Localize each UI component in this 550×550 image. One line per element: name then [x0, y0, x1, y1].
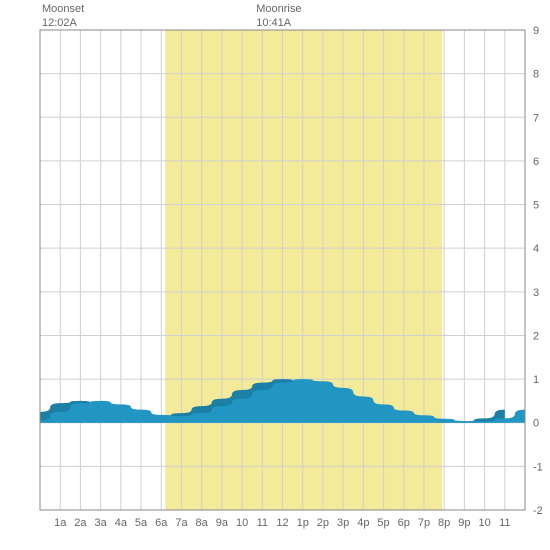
- x-tick-label: 11: [257, 517, 268, 529]
- x-tick-label: 4p: [357, 517, 369, 529]
- x-tick-label: 9a: [216, 517, 229, 529]
- moonrise-title: Moonrise: [256, 2, 301, 16]
- y-tick-label: 8: [533, 69, 539, 81]
- x-tick-label: 3p: [337, 517, 349, 529]
- y-tick-label: 4: [533, 243, 539, 255]
- x-tick-label: 11: [499, 517, 510, 529]
- chart-svg: -2-101234567891a2a3a4a5a6a7a8a9a1011121p…: [0, 0, 550, 550]
- y-tick-label: 1: [533, 374, 539, 386]
- x-tick-label: 3a: [95, 517, 108, 529]
- x-tick-label: 9p: [458, 517, 470, 529]
- moonrise-time: 10:41A: [256, 16, 301, 30]
- x-tick-label: 5a: [135, 517, 148, 529]
- x-tick-label: 7p: [418, 517, 430, 529]
- moonset-time: 12:02A: [42, 16, 84, 30]
- x-tick-label: 1a: [54, 517, 67, 529]
- y-tick-label: 0: [533, 418, 539, 430]
- daylight-band: [165, 30, 442, 510]
- x-tick-label: 8p: [438, 517, 450, 529]
- y-tick-label: 9: [533, 25, 539, 37]
- moonset-title: Moonset: [42, 2, 84, 16]
- x-tick-label: 6a: [155, 517, 168, 529]
- y-tick-label: -1: [533, 461, 543, 473]
- x-tick-label: 2p: [317, 517, 329, 529]
- x-tick-label: 1p: [297, 517, 309, 529]
- x-tick-label: 10: [236, 517, 248, 529]
- x-tick-label: 12: [276, 517, 288, 529]
- x-tick-label: 5p: [377, 517, 389, 529]
- y-tick-label: 7: [533, 112, 539, 124]
- y-tick-label: -2: [533, 505, 543, 517]
- x-tick-label: 7a: [175, 517, 188, 529]
- x-tick-label: 4a: [115, 517, 128, 529]
- x-tick-label: 2a: [74, 517, 87, 529]
- y-tick-label: 6: [533, 156, 539, 168]
- y-tick-label: 5: [533, 200, 539, 212]
- moonrise-label: Moonrise 10:41A: [256, 2, 301, 31]
- y-tick-label: 3: [533, 287, 539, 299]
- y-tick-label: 2: [533, 330, 539, 342]
- moonset-label: Moonset 12:02A: [42, 2, 84, 31]
- x-tick-label: 10: [478, 517, 490, 529]
- tide-chart: Moonset 12:02A Moonrise 10:41A -2-101234…: [0, 0, 550, 550]
- x-tick-label: 8a: [196, 517, 209, 529]
- x-tick-label: 6p: [398, 517, 410, 529]
